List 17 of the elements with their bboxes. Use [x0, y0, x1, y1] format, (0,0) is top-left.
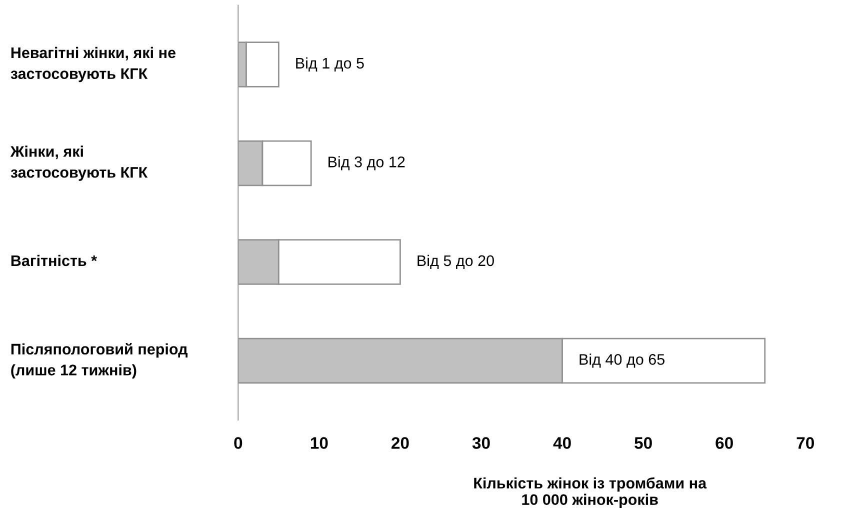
x-tick-label: 70: [796, 437, 814, 449]
y-tick-label: Післяпологовий період (лише 12 тижнів): [11, 343, 188, 378]
data-label: Від 1 до 5: [296, 57, 364, 72]
x-tick-label: 40: [553, 437, 571, 449]
y-tick-label: Вагітність *: [11, 254, 98, 266]
x-tick-label: 0: [234, 437, 242, 449]
data-label: Від 40 до 65: [580, 354, 664, 368]
x-tick-label: 20: [392, 437, 409, 449]
y-tick-label: Невагітні жінки, які не застосовують КГК: [10, 46, 176, 82]
x-axis-title: Кількість жінок із тромбами на 10 000 жінок-років: [474, 477, 707, 508]
x-tick-label: 10: [310, 437, 328, 449]
data-label: Від 5 до 20: [418, 254, 494, 269]
y-tick-label: Жінки, які застосовують КГК: [10, 146, 148, 181]
data-label: Від 3 до 12: [328, 156, 405, 170]
x-tick-label: 50: [634, 437, 652, 449]
x-tick-label: 30: [472, 437, 490, 449]
x-tick-label: 60: [716, 437, 733, 449]
